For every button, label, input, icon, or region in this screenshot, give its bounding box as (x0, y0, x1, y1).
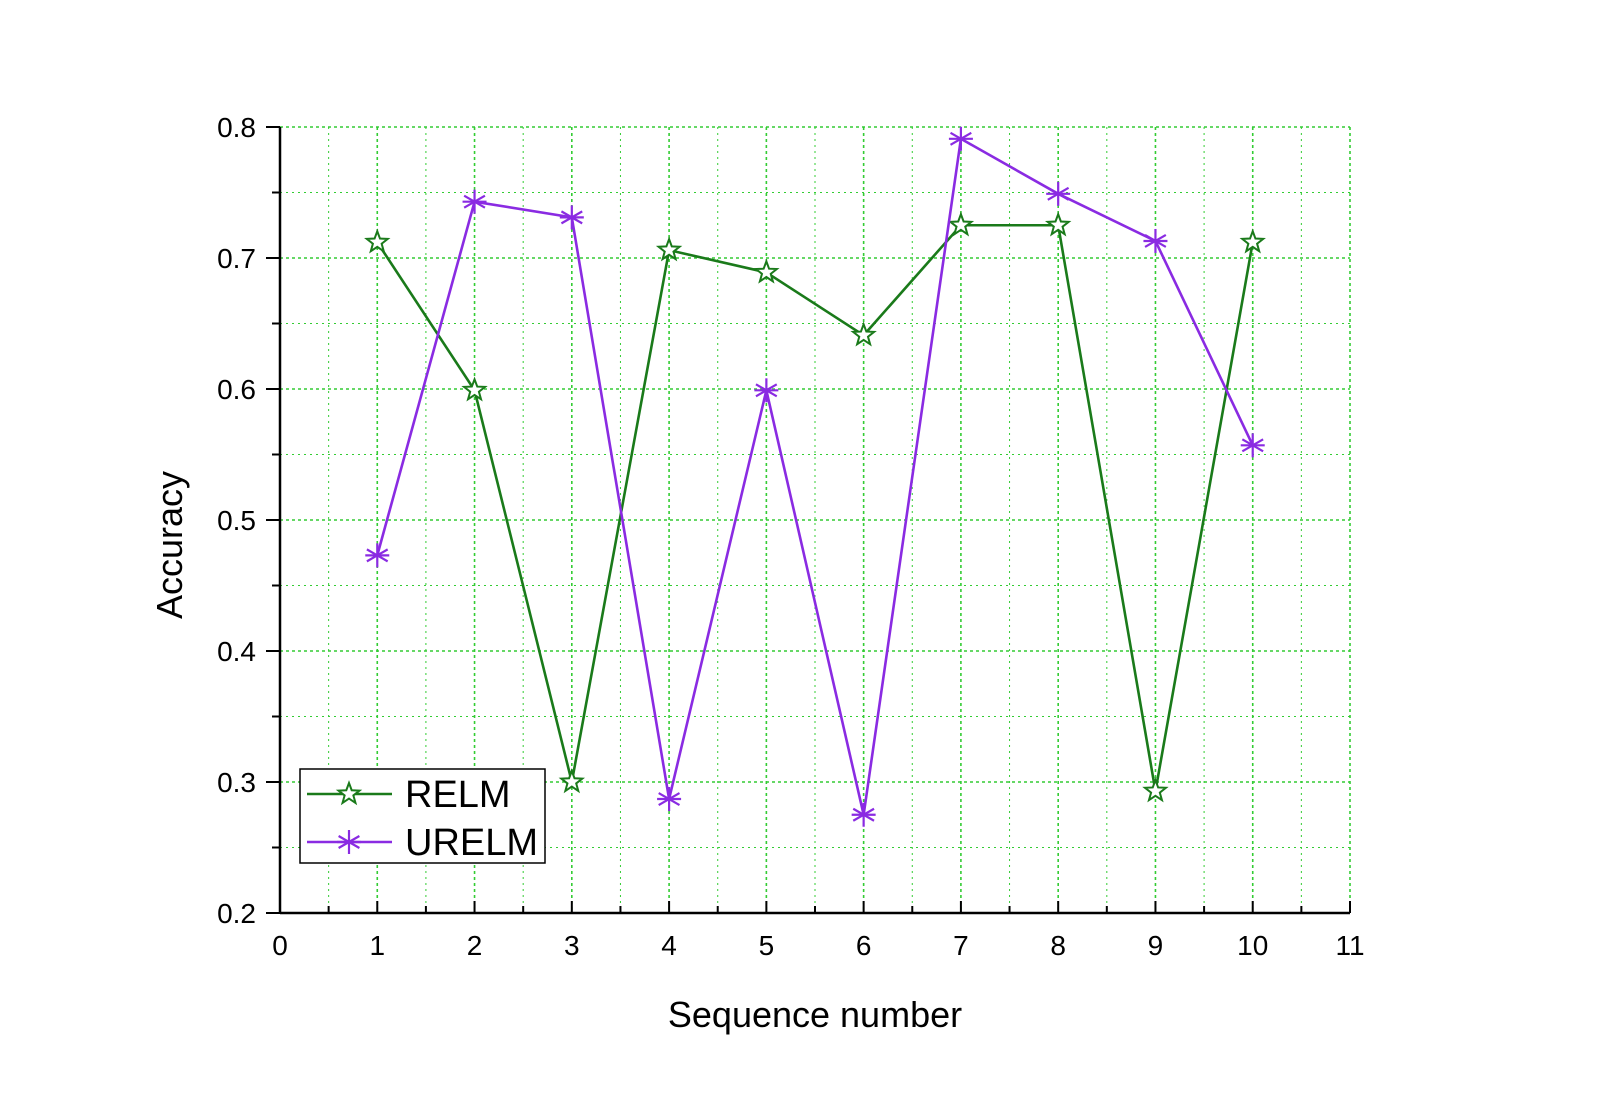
data-point-urelm (1240, 433, 1265, 458)
y-tick-label: 0.5 (217, 505, 256, 536)
data-point-urelm (657, 787, 682, 812)
data-point-relm (850, 321, 877, 347)
x-tick-label: 3 (564, 930, 580, 961)
x-tick-label: 2 (467, 930, 483, 961)
data-point-urelm (365, 543, 390, 568)
data-point-urelm (462, 189, 487, 214)
data-point-relm (461, 376, 488, 402)
x-tick-label: 10 (1237, 930, 1268, 961)
y-tick-label: 0.6 (217, 374, 256, 405)
data-point-urelm (1046, 181, 1071, 206)
data-point-relm (947, 211, 975, 237)
data-point-urelm (754, 378, 779, 403)
data-point-relm (753, 258, 780, 284)
data-point-relm (1239, 228, 1266, 254)
y-tick-label: 0.4 (217, 636, 256, 667)
data-point-urelm (559, 205, 584, 230)
data-point-relm (655, 236, 683, 262)
x-tick-label: 4 (661, 930, 677, 961)
data-point-relm (1044, 211, 1072, 237)
x-tick-label: 1 (369, 930, 385, 961)
data-point-relm (1142, 777, 1169, 803)
y-tick-label: 0.3 (217, 767, 256, 798)
x-tick-label: 7 (953, 930, 969, 961)
x-axis-title: Sequence number (668, 994, 962, 1035)
x-tick-label: 0 (272, 930, 288, 961)
legend-label-urelm: URELM (405, 822, 538, 864)
data-point-relm (364, 228, 391, 254)
legend-marker-urelm (337, 830, 361, 854)
ticks: 0 1 2 3 4 5 6 7 8 9 10 11 0.2 0.3 0.4 0.5 0.6 0.7 0.8 (217, 112, 1364, 961)
data-point-relm (558, 768, 586, 794)
legend-label-relm: RELM (405, 774, 511, 816)
y-tick-label: 0.2 (217, 898, 256, 929)
x-tick-label: 9 (1148, 930, 1164, 961)
x-tick-label: 5 (759, 930, 775, 961)
data-point-urelm (948, 126, 973, 151)
series (364, 126, 1266, 827)
data-point-urelm (851, 802, 876, 827)
y-axis-title: Accuracy (149, 471, 190, 619)
legend-marker-relm (335, 780, 363, 806)
series-line-urelm (376, 136, 1254, 816)
grid (280, 126, 1351, 913)
x-tick-label: 11 (1335, 930, 1364, 961)
y-tick-label: 0.8 (217, 112, 256, 143)
data-point-urelm (1143, 228, 1168, 253)
x-tick-label: 6 (856, 930, 872, 961)
series-line-relm (376, 223, 1255, 792)
y-tick-label: 0.7 (217, 243, 256, 274)
legend: RELM URELM (299, 768, 546, 864)
x-tick-label: 8 (1050, 930, 1066, 961)
